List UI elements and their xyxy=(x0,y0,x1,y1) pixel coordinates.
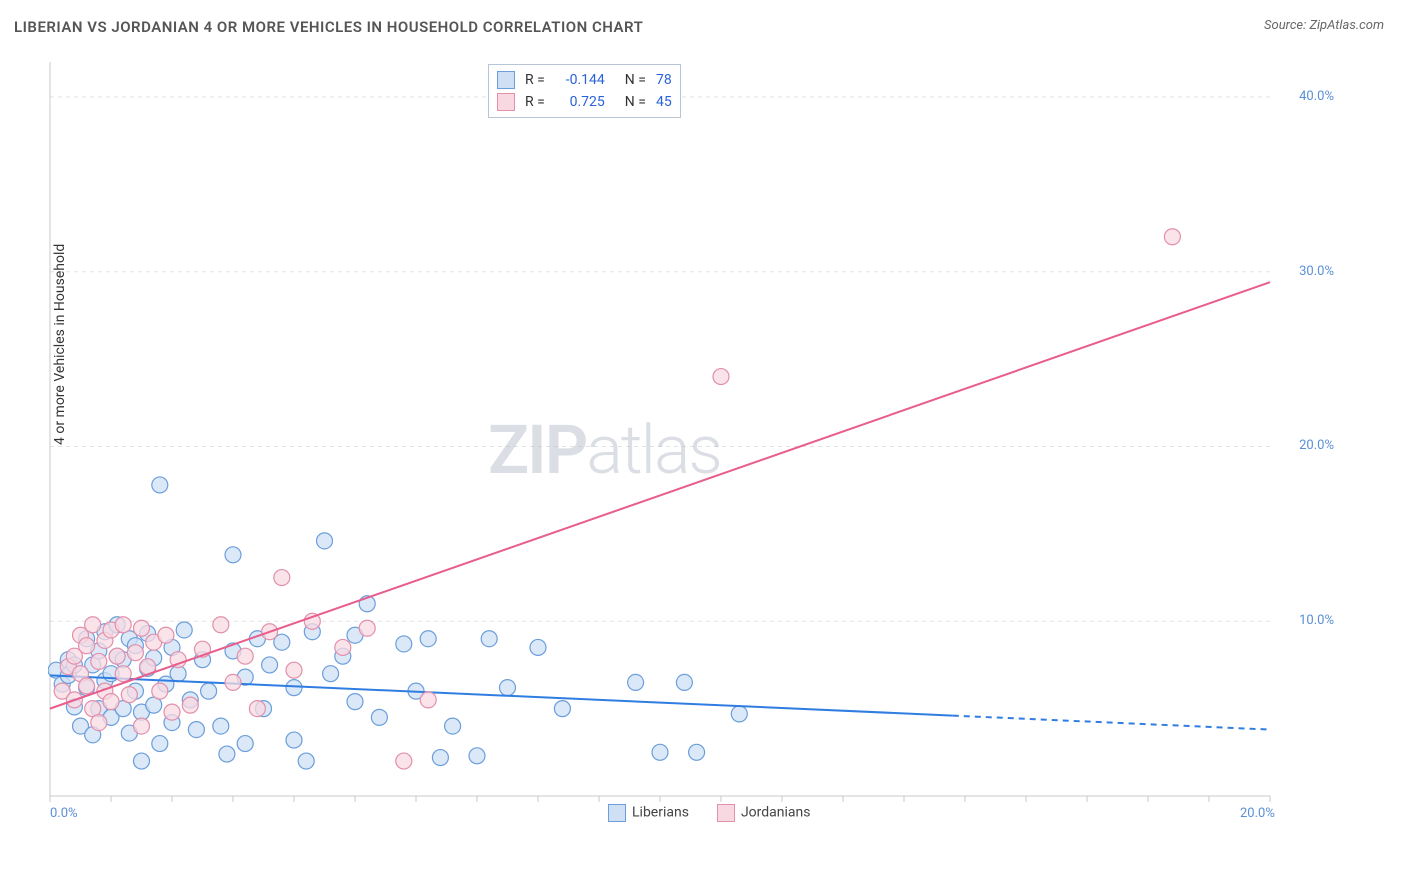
scatter-chart xyxy=(48,60,1328,830)
legend-swatch xyxy=(608,804,626,822)
stats-swatch xyxy=(497,71,515,89)
chart-title: LIBERIAN VS JORDANIAN 4 OR MORE VEHICLES… xyxy=(14,18,643,36)
stats-n-value: 78 xyxy=(656,72,672,88)
source-label: Source: xyxy=(1264,18,1306,33)
y-axis-label: 4 or more Vehicles in Household xyxy=(52,244,68,445)
stats-n-label: N = xyxy=(625,94,646,110)
source-value: ZipAtlas.com xyxy=(1309,18,1384,33)
stats-r-label: R = xyxy=(525,72,545,88)
y-tick-label: 20.0% xyxy=(1274,438,1334,453)
stats-row: R = -0.144 N = 78 xyxy=(497,69,672,91)
stats-r-value: 0.725 xyxy=(555,94,605,110)
y-tick-label: 30.0% xyxy=(1274,264,1334,279)
legend-label: Jordanians xyxy=(741,805,811,821)
stats-n-label: N = xyxy=(625,72,646,88)
plot-area: 4 or more Vehicles in Household 10.0%20.… xyxy=(48,60,1328,830)
stats-r-label: R = xyxy=(525,94,545,110)
stats-row: R = 0.725 N = 45 xyxy=(497,91,672,113)
y-tick-label: 10.0% xyxy=(1274,613,1334,628)
y-tick-label: 40.0% xyxy=(1274,89,1334,104)
correlation-stats-legend: R = -0.144 N = 78 R = 0.725 N = 45 xyxy=(488,64,681,118)
legend-item: Jordanians xyxy=(717,804,811,822)
source-attribution: Source: ZipAtlas.com xyxy=(1264,18,1384,33)
stats-n-value: 45 xyxy=(656,94,672,110)
stats-swatch xyxy=(497,93,515,111)
legend-item: Liberians xyxy=(608,804,689,822)
legend-swatch xyxy=(717,804,735,822)
x-tick-label: 0.0% xyxy=(50,806,78,821)
legend-label: Liberians xyxy=(632,805,689,821)
series-legend: Liberians Jordanians xyxy=(608,804,811,822)
x-tick-label: 20.0% xyxy=(1240,806,1275,821)
stats-r-value: -0.144 xyxy=(555,72,605,88)
